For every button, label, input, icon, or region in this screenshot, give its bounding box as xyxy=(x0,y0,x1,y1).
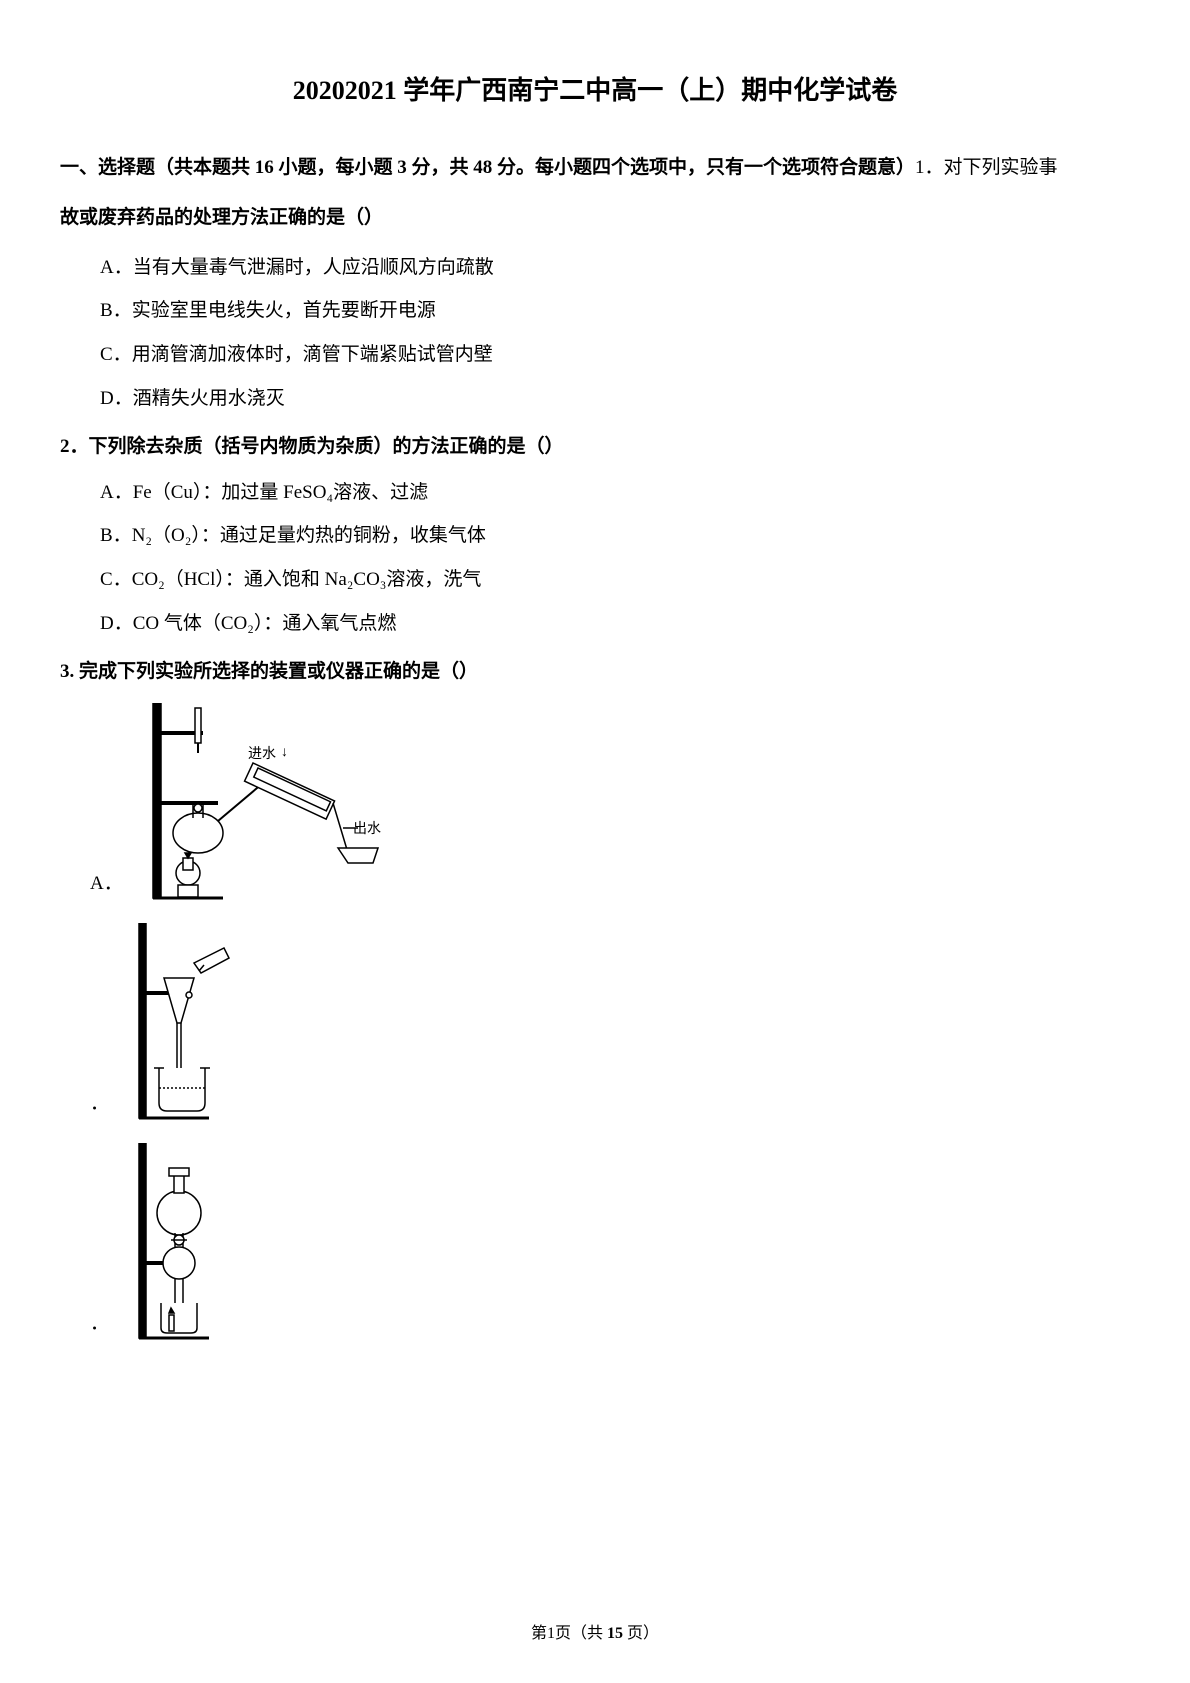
figure-b-row: ． xyxy=(90,923,1130,1123)
figure-c-label: ． xyxy=(90,1308,109,1343)
q2-option-d: D．CO 气体（CO₂）：通入氧气点燃 xyxy=(100,603,1130,645)
water-in-label: 进水 xyxy=(248,746,276,762)
water-out-label: 出水 xyxy=(353,821,381,837)
q3-block: 3. 完成下列实验所选择的装置或仪器正确的是（） A． xyxy=(60,651,1130,1343)
q3-stem: 3. 完成下列实验所选择的装置或仪器正确的是（） xyxy=(60,651,1130,693)
figure-a-label: A． xyxy=(90,868,123,903)
q2-stem: 2．下列除去杂质（括号内物质为杂质）的方法正确的是（） xyxy=(60,426,1130,468)
q2-option-b: B．N₂（O₂）：通过足量灼热的铜粉，收集气体 xyxy=(100,515,1130,557)
distillation-apparatus-icon: 进水 ↓ 出水 xyxy=(133,703,413,903)
figure-a-row: A． xyxy=(90,703,1130,903)
q1-options: A．当有大量毒气泄漏时，人应沿顺风方向疏散 B．实验室里电线失火，首先要断开电源… xyxy=(60,247,1130,420)
q2-option-c: C．CO₂（HCl）：通入饱和 Na₂CO₃溶液，洗气 xyxy=(100,559,1130,601)
q1-stem-line2: 故或废弃药品的处理方法正确的是（） xyxy=(60,197,1130,239)
q2-option-a: A．Fe（Cu）：加过量 FeSO₄溶液、过滤 xyxy=(100,472,1130,514)
q1-option-c: C．用滴管滴加液体时，滴管下端紧贴试管内壁 xyxy=(100,334,1130,376)
figure-c-row: ． xyxy=(90,1143,1130,1343)
q1-option-a: A．当有大量毒气泄漏时，人应沿顺风方向疏散 xyxy=(100,247,1130,289)
section-header-text: 一、选择题（共本题共 16 小题，每小题 3 分，共 48 分。每小题四个选项中… xyxy=(60,157,915,178)
q2-options: A．Fe（Cu）：加过量 FeSO₄溶液、过滤 B．N₂（O₂）：通过足量灼热的… xyxy=(60,472,1130,645)
q2-block: 2．下列除去杂质（括号内物质为杂质）的方法正确的是（） A．Fe（Cu）：加过量… xyxy=(60,426,1130,645)
exam-title: 20202021 学年广西南宁二中高一（上）期中化学试卷 xyxy=(60,70,1130,107)
filtration-apparatus-icon xyxy=(119,923,269,1123)
section-1-header-block: 一、选择题（共本题共 16 小题，每小题 3 分，共 48 分。每小题四个选项中… xyxy=(60,147,1130,420)
svg-text:↓: ↓ xyxy=(281,745,288,760)
q1-option-d: D．酒精失火用水浇灭 xyxy=(100,378,1130,420)
page-footer: 第1页（共 15 页） xyxy=(0,1619,1190,1643)
q1-option-b: B．实验室里电线失火，首先要断开电源 xyxy=(100,290,1130,332)
q1-inline: 1．对下列实验事 xyxy=(915,157,1058,178)
q3-figures: A． xyxy=(60,703,1130,1343)
separating-funnel-apparatus-icon xyxy=(119,1143,239,1343)
figure-b-label: ． xyxy=(90,1088,109,1123)
